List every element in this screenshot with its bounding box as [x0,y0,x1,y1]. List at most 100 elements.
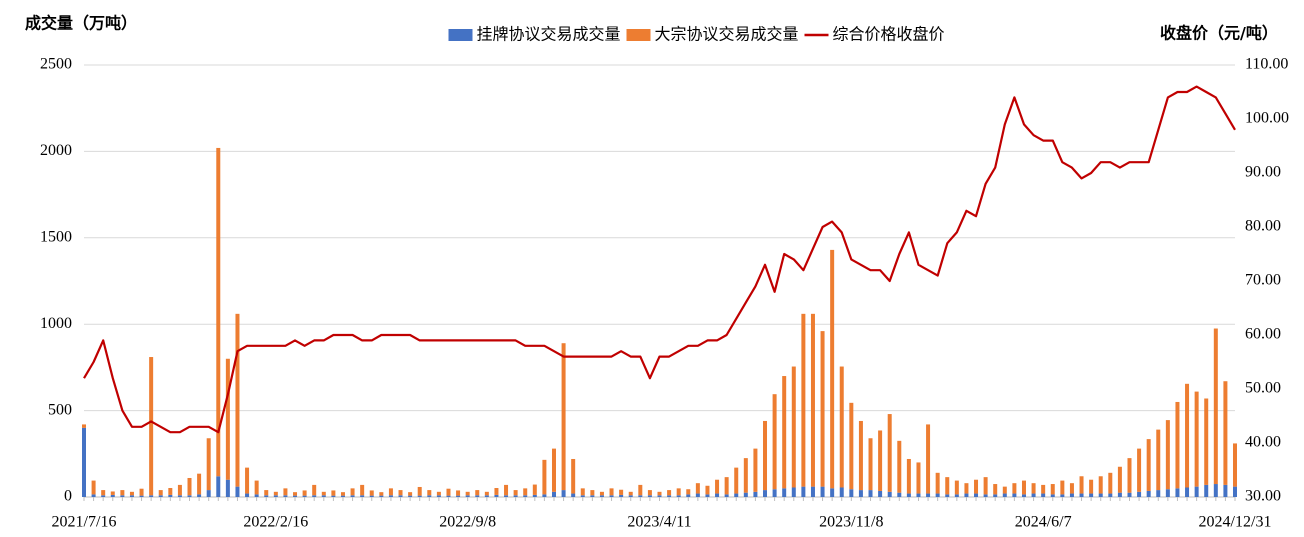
bar [475,490,480,496]
bar [120,490,125,496]
bar [465,495,470,497]
bar [1012,493,1017,497]
bar [149,495,154,497]
bar [331,490,336,496]
bar [743,458,748,493]
bar [1041,484,1046,494]
bar [1060,480,1065,495]
bar [1223,381,1228,485]
bar [772,394,777,490]
bar [609,488,614,496]
bar [695,493,700,497]
bar [782,488,787,497]
bar [91,494,96,497]
bar [810,313,815,487]
bar [647,495,652,497]
bar [110,491,115,495]
bar [302,495,307,497]
bar [724,477,729,495]
bar [225,479,230,497]
bar [436,495,441,497]
bar [398,490,403,496]
bar [839,487,844,497]
bar [149,357,154,496]
bar [868,490,873,497]
bar [897,492,902,497]
bar [657,495,662,497]
bar [878,430,883,491]
y-tick-label: 2500 [40,56,72,73]
y2-tick-label: 80.00 [1245,218,1281,235]
bar [628,495,633,497]
bar [1175,488,1180,497]
bar [1137,491,1142,497]
bar [686,494,691,497]
bar [82,427,86,497]
bar [676,495,681,497]
bar [1002,486,1007,494]
bar [446,488,451,496]
bar [340,492,345,496]
bar [638,484,643,496]
bar [293,495,298,497]
bar [715,493,720,497]
bar [1050,494,1055,497]
bar [494,488,499,495]
bar [350,495,355,497]
bar [1146,439,1151,491]
bar [187,477,192,496]
bar [858,490,863,497]
bar [1098,476,1103,494]
bar [254,494,259,497]
bar [657,491,662,496]
bar [197,473,202,495]
bar [954,480,959,495]
bar [158,495,163,497]
bar [388,488,393,496]
bar [647,490,652,496]
y2-tick-label: 30.00 [1245,488,1281,505]
bar [504,484,509,496]
bar [1069,493,1074,497]
bar [849,402,854,490]
bar [1031,483,1036,494]
bar [235,486,240,497]
x-tick-label: 2022/9/8 [439,514,496,531]
bar [1069,483,1074,494]
bar [1213,484,1218,497]
bar [1050,484,1055,495]
bar [101,490,106,496]
bar [129,495,134,497]
bar [1117,466,1122,493]
bar [1021,494,1026,497]
bar [168,488,173,495]
x-tick-label: 2021/7/16 [52,514,117,531]
bar [830,488,835,497]
bar [551,448,556,492]
bar [139,488,144,496]
bar [964,483,969,494]
x-tick-label: 2024/12/31 [1199,514,1272,531]
bar [1233,486,1237,497]
bar [465,491,470,496]
bar [830,249,835,489]
bar [1165,420,1170,490]
bar [667,495,672,497]
price-line [83,85,1236,434]
bar [810,486,815,497]
bar [561,343,566,491]
bar [513,490,518,496]
bar [177,484,182,496]
bar [753,491,758,497]
bar [1194,391,1199,487]
bar [1194,486,1199,497]
bar [1156,490,1161,497]
bar [580,495,585,497]
bar [129,491,134,496]
bar [887,491,892,497]
bar [1127,492,1132,497]
bar [868,438,873,491]
legend-label: 大宗协议交易成交量 [655,25,799,44]
bar [1060,494,1065,497]
